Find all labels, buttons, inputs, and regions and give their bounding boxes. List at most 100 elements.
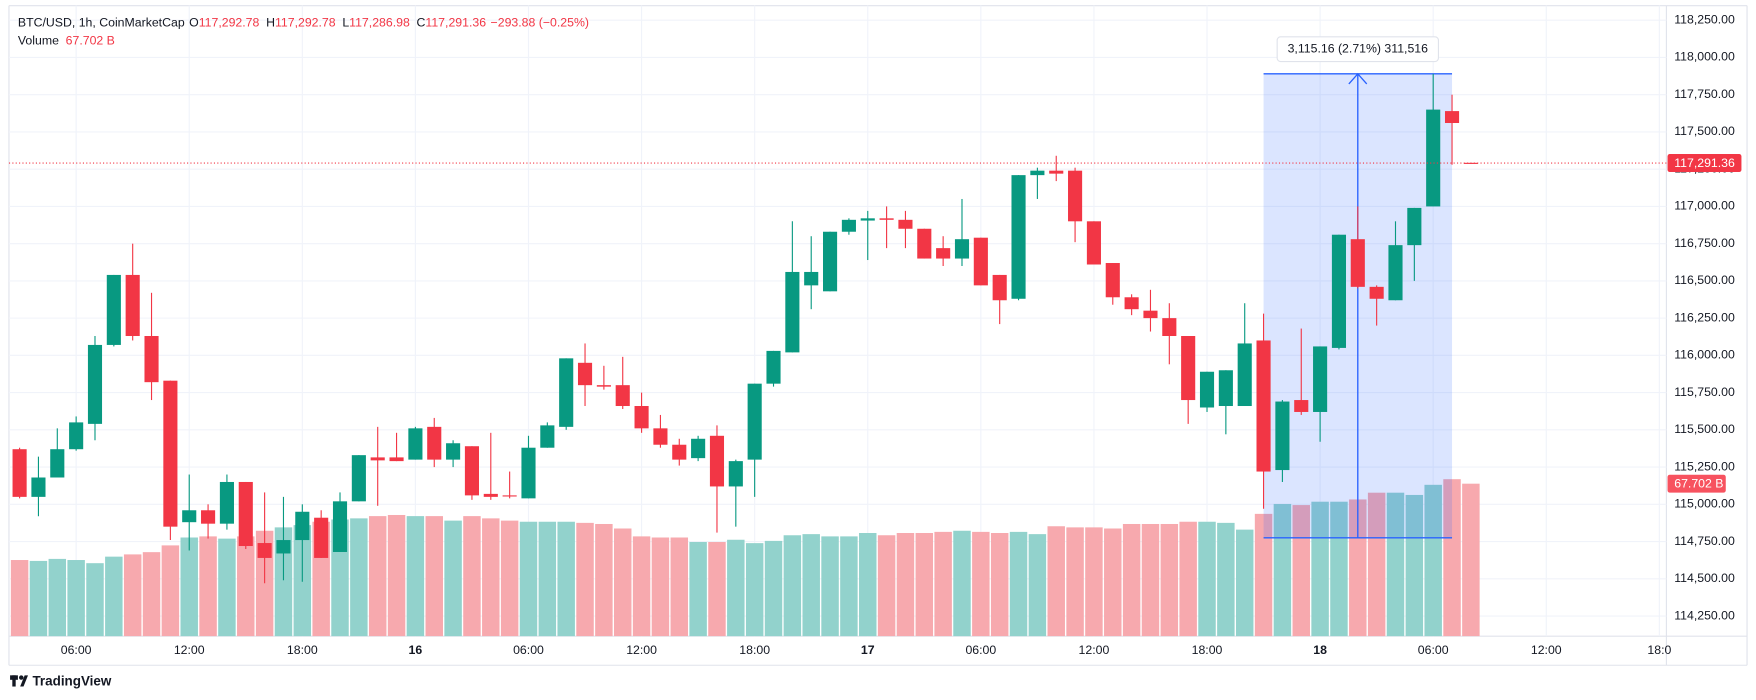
volume-bar (237, 536, 255, 637)
volume-bar (877, 535, 896, 637)
x-tick-label: 16 (409, 643, 423, 657)
candle-body (936, 248, 951, 259)
candle-body (1407, 207, 1422, 246)
measure-arrowhead (1348, 72, 1368, 85)
price-tag (1667, 154, 1742, 172)
candle-body (879, 218, 894, 220)
candle-body (1218, 370, 1233, 407)
candle-body (182, 510, 197, 523)
volume-bar (444, 520, 462, 637)
x-tick-label: 18:00 (287, 643, 318, 657)
volume-bar (1405, 494, 1424, 637)
legend-key: C (417, 16, 426, 30)
candle-body (427, 426, 442, 460)
legend-symbol: BTC/USD, 1h, CoinMarketCap (18, 16, 185, 30)
x-tick-label: 06:00 (1418, 643, 1449, 657)
volume-bar (821, 536, 839, 637)
candle-body (50, 449, 65, 478)
volume-bar (576, 522, 594, 637)
x-tick-label: 06:00 (965, 643, 996, 657)
candle-body (464, 446, 480, 496)
y-tick-label: 115,000.00 (1674, 497, 1735, 511)
legend-key: H (266, 16, 275, 30)
volume-bar (1330, 501, 1348, 637)
candle-body (314, 517, 329, 558)
volume-bar (745, 543, 764, 637)
candle-body (785, 271, 800, 353)
volume-bar (1349, 499, 1367, 637)
volume-bar (350, 518, 368, 637)
volume-bar (1047, 526, 1065, 637)
candle-body (238, 481, 253, 547)
volume-bar (1311, 501, 1329, 637)
candle-body (521, 447, 536, 499)
candle-body (144, 336, 159, 383)
volume-bar (915, 533, 934, 637)
y-tick-label: 114,750.00 (1674, 534, 1735, 548)
volume-bar (840, 536, 858, 637)
volume-tag-label: 67.702 B (1674, 476, 1723, 490)
x-tick-label: 06:00 (61, 643, 92, 657)
volume-bar (519, 521, 538, 637)
logo[interactable]: TradingView (10, 674, 112, 689)
volume-bar (1104, 528, 1122, 637)
volume-bar (180, 537, 198, 637)
volume-bar (425, 516, 443, 637)
candle-body (1030, 170, 1045, 176)
measure-label: 3,115.16 (2.71%) 311,516 (1288, 41, 1429, 55)
legend-value: 117,291.36 (425, 16, 486, 30)
candle-body (917, 228, 932, 259)
candle-body (1162, 318, 1177, 337)
volume-bar (10, 560, 29, 637)
candle-body (1294, 400, 1309, 412)
candle-body (860, 218, 875, 221)
volume-bar (1085, 527, 1103, 637)
volume-bar (29, 560, 48, 637)
candle-body (615, 385, 630, 407)
volume-bar (406, 516, 425, 637)
volume-bar (1009, 531, 1028, 637)
volume-bar (123, 554, 142, 637)
candle-body (992, 274, 1007, 301)
y-tick-label: 115,250.00 (1674, 459, 1735, 473)
volume-bar (972, 531, 990, 637)
candle-body (1313, 346, 1328, 412)
volume-bar (1235, 529, 1254, 637)
candle-body (106, 274, 121, 345)
candle-body (295, 511, 310, 541)
volume-bar (651, 537, 670, 637)
candle-body (201, 510, 216, 524)
volume-bar (764, 540, 783, 637)
volume-bar (802, 534, 820, 637)
candle-body (973, 237, 988, 286)
candle-body (540, 425, 555, 448)
y-tick-label: 116,000.00 (1674, 348, 1735, 362)
candle-body (1426, 109, 1441, 207)
x-tick-label: 12:00 (174, 643, 205, 657)
x-tick-label: 18:00 (1192, 643, 1223, 657)
candle-body (747, 383, 762, 460)
volume-bar (1198, 521, 1216, 637)
candle-body (1237, 343, 1252, 407)
volume-bar (783, 535, 802, 637)
volume-bar (482, 518, 500, 637)
candle-body (1181, 336, 1196, 401)
candle-body (1105, 263, 1120, 298)
y-tick-label: 116,250.00 (1674, 310, 1735, 324)
x-tick-label: 17 (861, 643, 875, 657)
candle-body (1331, 234, 1347, 348)
legend-key: L (342, 16, 349, 30)
volume-bar (1462, 483, 1480, 637)
volume-bar (1254, 513, 1273, 637)
legend-value: 117,286.98 (349, 16, 410, 30)
candle-body (69, 422, 84, 450)
volume-bar (1273, 503, 1292, 637)
x-tick-label: 12:00 (626, 643, 657, 657)
y-tick-label: 117,500.00 (1674, 124, 1735, 138)
volume-bar (859, 533, 877, 637)
x-tick-label: 18:0 (1647, 643, 1671, 657)
volume-bar (48, 558, 67, 637)
volume-bar (595, 523, 613, 637)
candle-body (653, 428, 668, 445)
